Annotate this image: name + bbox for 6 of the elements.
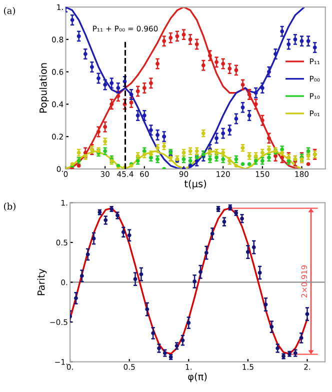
text: (b) (4, 202, 16, 211)
y-axis-title: Parity (37, 268, 47, 296)
x-axis-title: φ(π) (188, 372, 207, 382)
y-axis-title: Population (39, 63, 49, 113)
text: (a) (4, 7, 16, 16)
x-axis-title: t(μs) (184, 180, 206, 190)
